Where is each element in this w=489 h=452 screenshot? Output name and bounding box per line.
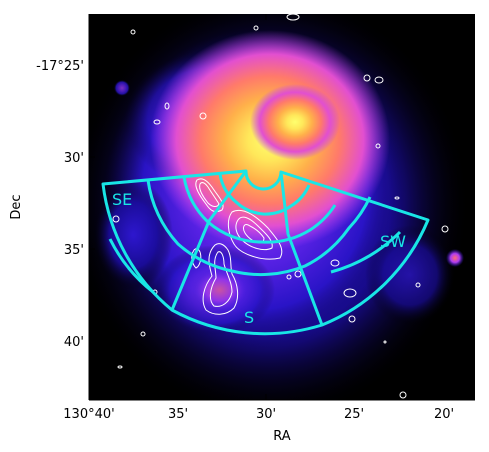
sector-arc-2 <box>182 176 337 244</box>
y-tick-label: 35' <box>64 243 84 258</box>
sector-divider-se-s <box>170 170 248 311</box>
sector-label-se: SE <box>112 190 132 209</box>
y-axis-title: Dec <box>9 194 24 219</box>
y-tick-label: 30' <box>64 151 84 166</box>
sector-label-sw: SW <box>380 232 406 251</box>
y-tick-label: 40' <box>64 335 84 350</box>
x-tick-label: 25' <box>344 407 364 422</box>
x-tick-label: 35' <box>168 407 188 422</box>
x-tick-label: 130°40' <box>63 407 114 422</box>
radio-contours <box>112 14 449 399</box>
y-tick-label: -17°25' <box>36 59 84 74</box>
axes-frame <box>88 14 475 401</box>
sector-label-s: S <box>244 308 254 327</box>
x-tick-label: 20' <box>434 407 454 422</box>
xray-image <box>89 14 475 400</box>
sector-overlay <box>101 169 430 336</box>
point-source-east <box>446 249 464 267</box>
sector-divider-s-sw <box>279 171 324 326</box>
x-axis-title: RA <box>273 429 291 444</box>
sector-arc-se-outer <box>108 238 154 294</box>
x-tick-label: 30' <box>256 407 276 422</box>
sector-arc-3 <box>146 179 372 277</box>
sector-arc-sw-outer <box>330 230 402 274</box>
